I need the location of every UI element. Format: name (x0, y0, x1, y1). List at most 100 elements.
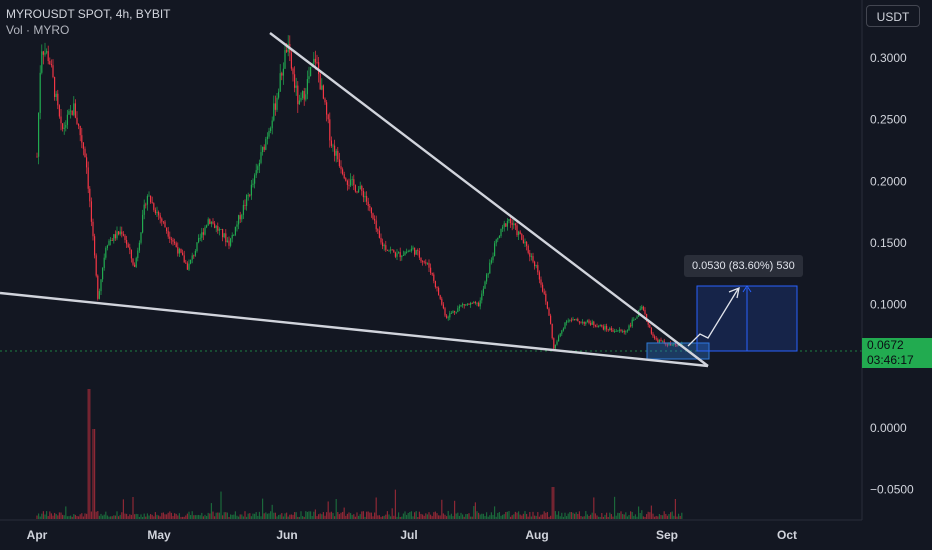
candle-body (526, 241, 528, 246)
candle-body (71, 110, 73, 115)
volume-bar (588, 515, 590, 519)
candle-body (178, 248, 180, 254)
volume-bar (151, 514, 153, 519)
candle-body (159, 215, 161, 219)
candle-body (455, 312, 457, 313)
volume-bar (434, 511, 436, 519)
price-axis-ticks[interactable]: 0.3000 0.2500 0.2000 0.1500 0.1000 0.0000 −0.0… (870, 51, 914, 497)
volume-bar (278, 515, 280, 519)
volume-bar (398, 512, 400, 519)
volume-bar (302, 516, 304, 519)
candle-body (468, 303, 470, 305)
candle-body (626, 330, 628, 332)
volume-bar (361, 511, 363, 519)
volume-bar (127, 516, 129, 519)
candle-body (279, 73, 281, 92)
candle-body (60, 116, 62, 124)
candle-body (218, 229, 220, 231)
candle-body (516, 225, 518, 236)
candle-body (119, 231, 121, 235)
currency-button[interactable]: USDT (866, 5, 920, 27)
volume-bar (465, 514, 467, 519)
candle-body (676, 344, 678, 347)
candle-body (359, 185, 361, 190)
candle-body (385, 245, 387, 250)
volume-bar (95, 511, 97, 519)
volume-bar (374, 512, 376, 519)
volume-bar (223, 512, 225, 519)
volume-bar (164, 514, 166, 519)
volume-bar (393, 515, 395, 519)
candle-body (188, 263, 190, 270)
candle-body (161, 218, 163, 222)
volume-bar (433, 512, 435, 519)
candle-body (190, 259, 192, 264)
candle-body (524, 241, 526, 244)
volume-bar (601, 512, 603, 519)
candle-body (255, 170, 257, 176)
volume-bar (79, 514, 81, 519)
candle-body (586, 320, 588, 322)
candle-body (561, 330, 563, 334)
volume-bar (89, 389, 91, 519)
candle-body (564, 322, 566, 329)
candle-body (228, 240, 230, 246)
candle-body (658, 339, 660, 343)
lower-trendline[interactable] (0, 291, 709, 368)
volume-bar (394, 489, 396, 519)
volume-bar (338, 514, 340, 519)
volume-bar (380, 516, 382, 519)
candle-body (334, 145, 336, 156)
candle-body (463, 304, 465, 306)
symbol-title[interactable]: MYROUSDT SPOT, 4h, BYBIT (6, 7, 171, 21)
candle-body (375, 220, 377, 230)
candle-body (428, 262, 430, 268)
candle-body (257, 166, 259, 171)
candle-body (540, 279, 542, 285)
volume-bar (255, 512, 257, 519)
candle-body (364, 196, 366, 198)
candle-body (562, 328, 564, 331)
candle-body (138, 242, 140, 251)
candle-body (591, 321, 593, 325)
volume-bar (281, 513, 283, 519)
candle-body (52, 65, 54, 78)
volume-bar (401, 516, 403, 519)
candle-body (625, 331, 627, 333)
volume-bar (49, 511, 51, 519)
candle-body (209, 219, 211, 224)
candle-body (270, 128, 272, 131)
volume-bar (71, 516, 73, 519)
time-tick-label: Sep (656, 528, 678, 542)
volume-bar (292, 514, 294, 519)
candle-body (529, 252, 531, 257)
candle-body (226, 240, 228, 243)
volume-bar (463, 516, 465, 519)
candle-body (567, 320, 569, 322)
volume-bar (98, 515, 100, 519)
candle-body (274, 103, 276, 110)
volume-bar (170, 512, 172, 519)
candle-body (324, 98, 326, 103)
volume-legend[interactable]: Vol · MYRO (6, 23, 70, 37)
volume-bar (298, 516, 300, 519)
candle-body (238, 215, 240, 225)
candle-body (668, 343, 670, 346)
candle-body (92, 221, 94, 237)
candle-body (201, 232, 203, 238)
candle-body (140, 232, 142, 243)
time-axis-ticks[interactable]: Apr May Jun Jul Aug Sep Oct (27, 528, 797, 542)
candle-body (106, 245, 108, 248)
candle-body (330, 140, 332, 146)
volume-bar (276, 516, 278, 519)
candle-body (340, 166, 342, 170)
volume-bar (185, 515, 187, 519)
last-price-value: 0.0672 (867, 338, 904, 352)
candle-body (55, 93, 57, 97)
candle-body (441, 298, 443, 305)
upper-trendline[interactable] (269, 32, 709, 367)
volume-bar (202, 516, 204, 519)
volume-bar (166, 514, 168, 519)
candle-body (292, 68, 294, 75)
candle-body (234, 226, 236, 235)
